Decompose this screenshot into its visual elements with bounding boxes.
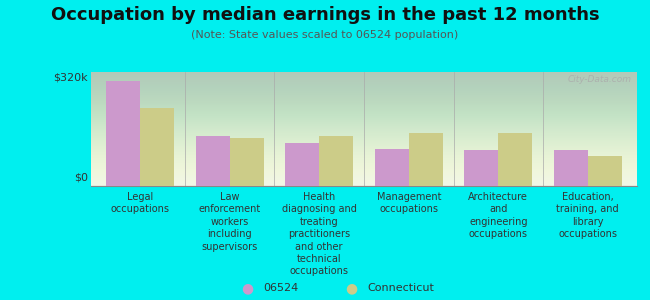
Text: ●: ●: [241, 281, 253, 295]
Bar: [464, 150, 499, 186]
Text: Architecture
and
engineering
occupations: Architecture and engineering occupations: [468, 192, 528, 239]
Bar: [196, 136, 229, 186]
Text: Health
diagnosing and
treating
practitioners
and other
technical
occupations: Health diagnosing and treating practitio…: [282, 192, 357, 276]
Text: Management
occupations: Management occupations: [376, 192, 441, 214]
Bar: [409, 133, 443, 186]
Text: Education,
training, and
library
occupations: Education, training, and library occupat…: [556, 192, 619, 239]
Bar: [229, 138, 264, 186]
Text: 06524: 06524: [263, 283, 298, 293]
Bar: [319, 136, 353, 186]
Bar: [285, 143, 319, 186]
Bar: [554, 150, 588, 186]
Text: Law
enforcement
workers
including
supervisors: Law enforcement workers including superv…: [199, 192, 261, 252]
Bar: [499, 133, 532, 186]
Text: $320k: $320k: [53, 72, 88, 82]
Text: Legal
occupations: Legal occupations: [111, 192, 170, 214]
Text: $0: $0: [73, 173, 88, 183]
Bar: [140, 108, 174, 186]
Text: ●: ●: [345, 281, 357, 295]
Text: Occupation by median earnings in the past 12 months: Occupation by median earnings in the pas…: [51, 6, 599, 24]
Text: Connecticut: Connecticut: [367, 283, 434, 293]
Bar: [588, 156, 622, 186]
Text: (Note: State values scaled to 06524 population): (Note: State values scaled to 06524 popu…: [191, 30, 459, 40]
Bar: [106, 81, 140, 186]
Text: City-Data.com: City-Data.com: [567, 75, 632, 84]
Bar: [375, 148, 409, 186]
